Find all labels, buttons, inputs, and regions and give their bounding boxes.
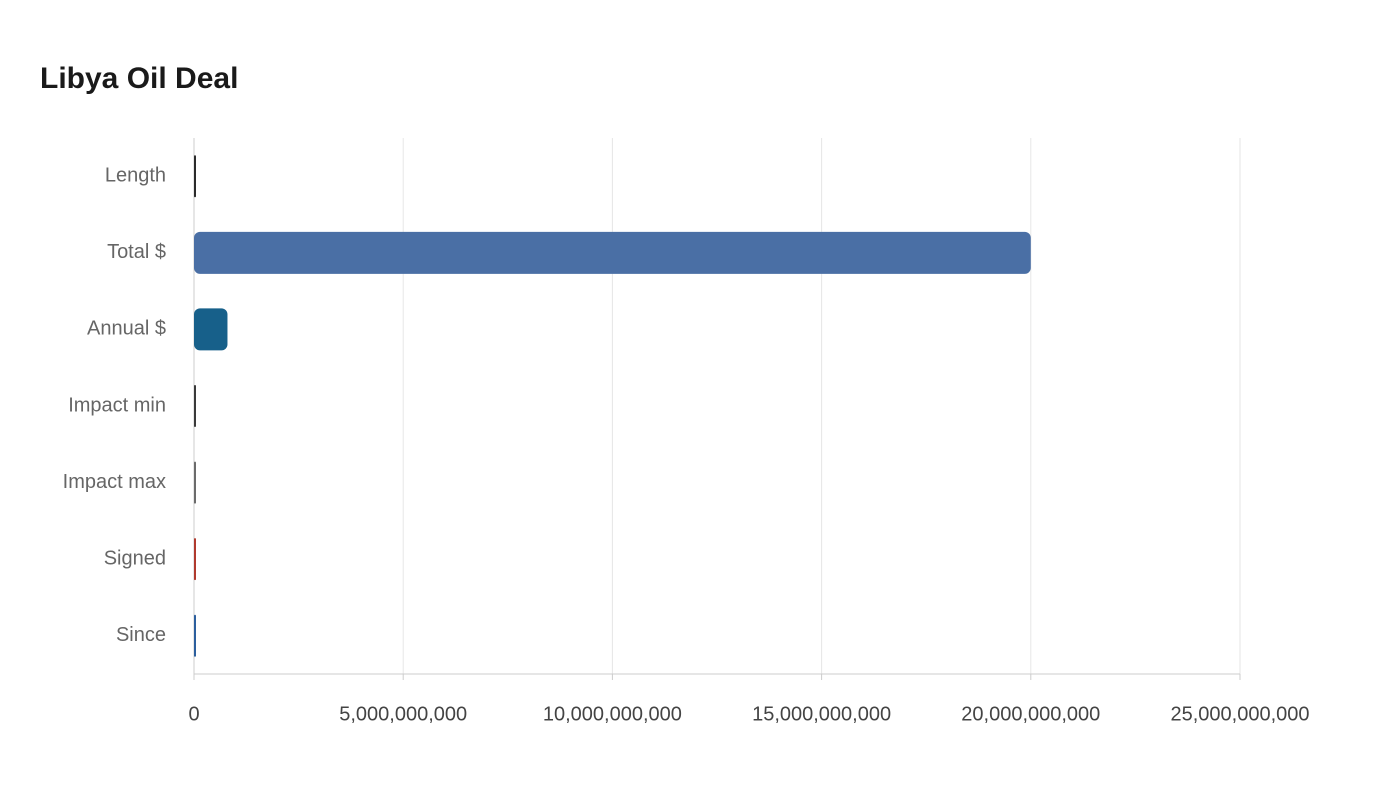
x-tick-label: 20,000,000,000	[961, 703, 1100, 725]
x-tick-label: 0	[188, 703, 199, 725]
x-tick-label: 5,000,000,000	[339, 703, 467, 725]
y-tick-label: Impact min	[68, 394, 166, 416]
bar	[194, 461, 196, 504]
bar	[194, 614, 196, 657]
y-tick-label: Length	[105, 165, 166, 187]
bar	[194, 308, 228, 351]
y-tick-label: Since	[116, 624, 166, 646]
x-tick-label: 15,000,000,000	[752, 703, 891, 725]
bar	[194, 385, 196, 427]
y-tick-label: Total $	[107, 241, 166, 263]
y-tick-label: Annual $	[87, 318, 166, 340]
y-tick-label: Impact max	[63, 471, 166, 493]
bar	[194, 538, 196, 581]
x-tick-label: 25,000,000,000	[1170, 703, 1309, 725]
chart-title: Libya Oil Deal	[40, 62, 238, 95]
bar	[194, 231, 1031, 274]
bar	[194, 155, 196, 198]
y-tick-label: Signed	[104, 547, 166, 569]
x-tick-label: 10,000,000,000	[543, 703, 682, 725]
